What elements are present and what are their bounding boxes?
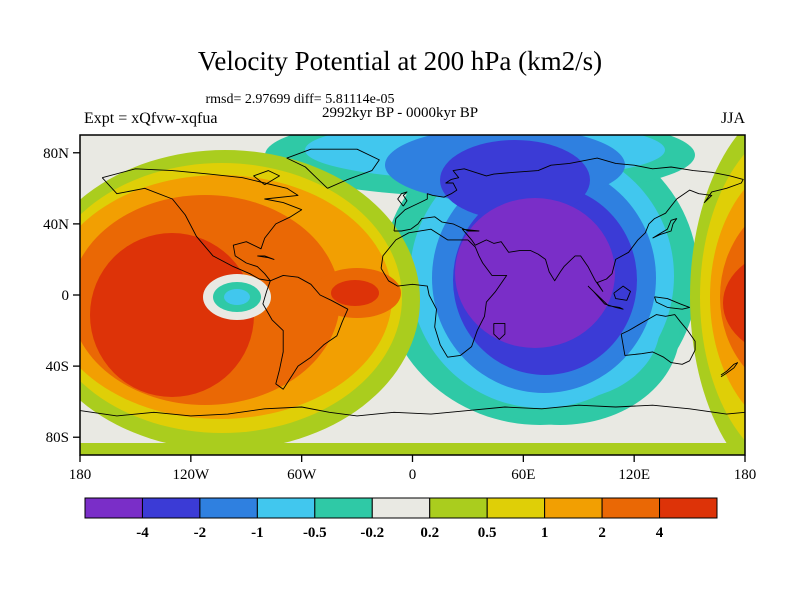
lat-tick-label: 0 xyxy=(62,288,70,304)
colorbar-label: 1 xyxy=(541,525,549,541)
experiment-label: Expt = xQfvw-xqfua xyxy=(84,110,218,127)
coastline xyxy=(257,255,275,260)
period-label: 2992kyr BP - 0000kyr BP xyxy=(321,105,479,121)
colorbar-segment xyxy=(659,497,718,519)
colorbar-label: -0.5 xyxy=(303,525,327,541)
colorbar-segment xyxy=(486,497,546,519)
coastline xyxy=(654,296,691,310)
season-label: JJA xyxy=(720,110,745,127)
coastline xyxy=(393,157,744,292)
colorbar-label: 0.5 xyxy=(478,525,497,541)
coastline xyxy=(493,322,506,340)
colorbar-segment xyxy=(544,497,603,519)
coastline xyxy=(262,274,349,390)
colorbar-label: -1 xyxy=(251,525,264,541)
coastline xyxy=(652,218,678,239)
lon-tick-label: 180 xyxy=(734,467,757,483)
coastline xyxy=(613,285,631,301)
coastline xyxy=(587,285,624,310)
lat-tick-label: 80S xyxy=(46,430,69,446)
coastline xyxy=(397,191,408,207)
colorbar-segment xyxy=(371,497,431,519)
colorbar-label: -0.2 xyxy=(360,525,384,541)
contour-field xyxy=(80,135,745,455)
coastline xyxy=(101,168,303,282)
colorbar-segment xyxy=(601,497,661,519)
lon-tick-label: 0 xyxy=(409,467,417,483)
coastline xyxy=(620,314,696,365)
lon-tick-label: 60W xyxy=(287,467,317,483)
lat-tick-label: 40S xyxy=(46,359,69,375)
colorbar-segment xyxy=(141,497,201,519)
colorbar-segment xyxy=(256,497,316,519)
lon-tick-label: 120E xyxy=(618,467,650,483)
lat-tick-label: 80N xyxy=(43,146,69,162)
lon-tick-label: 60E xyxy=(511,467,535,483)
colorbar-label: 4 xyxy=(656,525,664,541)
coastline xyxy=(720,362,739,378)
colorbar-segment xyxy=(314,497,373,519)
coastline xyxy=(380,228,508,358)
coastline xyxy=(286,148,380,189)
colorbar-segment xyxy=(84,497,143,519)
colorbar-label: -2 xyxy=(194,525,207,541)
colorbar-label: 2 xyxy=(598,525,606,541)
page-title: Velocity Potential at 200 hPa (km2/s) xyxy=(197,46,603,76)
lon-tick-label: 180 xyxy=(69,467,92,483)
lon-tick-label: 120W xyxy=(172,467,210,483)
coastline xyxy=(253,170,280,186)
colorbar-segment xyxy=(199,497,258,519)
colorbar-label: -4 xyxy=(136,525,149,541)
lat-tick-label: 40N xyxy=(43,217,69,233)
coastline xyxy=(80,404,745,417)
colorbar-label: 0.2 xyxy=(420,525,439,541)
colorbar-segment xyxy=(429,497,488,519)
rmsd-diff-label: rmsd= 2.97699 diff= 5.81114e-05 xyxy=(205,92,395,107)
